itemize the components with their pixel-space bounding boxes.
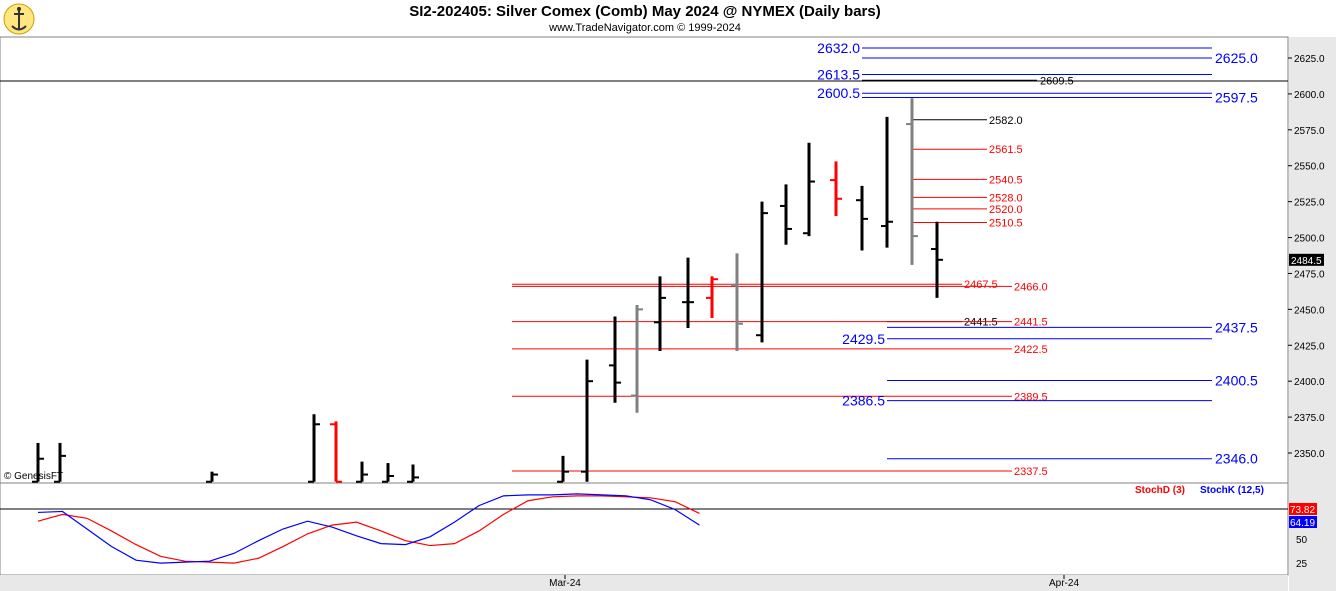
- price-level-label: 2600.5: [817, 85, 860, 101]
- price-level-label: 2597.5: [1215, 90, 1258, 106]
- price-level-label: 2441.5: [1014, 317, 1048, 329]
- stoch-last-value-tag: [1289, 516, 1317, 528]
- price-level-label: 2609.5: [1040, 75, 1074, 87]
- price-axis-tick-label: 2625.0: [1294, 54, 1325, 65]
- price-level-label: 2429.5: [842, 331, 885, 347]
- price-level-label: 2510.5: [989, 217, 1023, 229]
- stoch-last-value-label: 73.82: [1290, 505, 1315, 516]
- price-level-label: 2389.5: [1014, 391, 1048, 403]
- price-axis-tick-label: 2425.0: [1294, 341, 1325, 352]
- price-level-label: 2467.5: [964, 279, 998, 291]
- price-axis-tick-label: 2525.0: [1294, 198, 1325, 209]
- price-level-label: 2561.5: [989, 144, 1023, 156]
- chart-title: SI2-202405: Silver Comex (Comb) May 2024…: [409, 3, 881, 20]
- watermark-label: © GenesisFT: [4, 471, 63, 482]
- price-level-label: 2540.5: [989, 174, 1023, 186]
- price-level-label: 2337.5: [1014, 466, 1048, 478]
- price-level-label: 2437.5: [1215, 319, 1258, 335]
- tradenavigator-logo-icon: [3, 3, 35, 35]
- stochk-legend: StochK (12,5): [1200, 485, 1264, 496]
- price-level-label: 2625.0: [1215, 50, 1258, 66]
- last-price-tag: [1289, 253, 1324, 266]
- price-level-label: 2632.0: [817, 40, 860, 56]
- stoch-series-line: [37, 493, 700, 564]
- stoch-axis-tick-label: 50: [1296, 535, 1308, 546]
- stoch-series-line: [37, 495, 700, 564]
- price-level-label: 2400.5: [1215, 372, 1258, 388]
- price-axis-tick-label: 2550.0: [1294, 162, 1325, 173]
- time-axis-label: Mar-24: [549, 578, 581, 589]
- price-axis-tick-label: 2600.0: [1294, 90, 1325, 101]
- last-price-label: 2484.5: [1291, 256, 1322, 267]
- price-axis-tick-label: 2475.0: [1294, 269, 1325, 280]
- price-level-label: 2613.5: [817, 67, 860, 83]
- stochd-legend: StochD (3): [1135, 485, 1185, 496]
- chart-subtitle: www.TradeNavigator.com © 1999-2024: [549, 22, 741, 34]
- price-axis-tick-label: 2350.0: [1294, 449, 1325, 460]
- price-axis-tick-label: 2500.0: [1294, 234, 1325, 245]
- price-axis-tick-label: 2575.0: [1294, 126, 1325, 137]
- stoch-axis-tick-label: 25: [1296, 559, 1308, 570]
- price-level-label: 2520.0: [989, 204, 1023, 216]
- price-axis-tick-label: 2400.0: [1294, 377, 1325, 388]
- right-axis-band: [1289, 37, 1336, 591]
- price-level-label: 2422.5: [1014, 344, 1048, 356]
- time-axis-band: [0, 575, 1288, 591]
- price-level-label: 2386.5: [842, 393, 885, 409]
- price-axis-tick-label: 2450.0: [1294, 305, 1325, 316]
- price-panel-frame: [0, 36, 1289, 484]
- price-level-label: 2582.0: [989, 115, 1023, 127]
- stoch-last-value-label: 64.19: [1290, 518, 1315, 529]
- price-level-label: 2441.5: [964, 317, 998, 329]
- stoch-last-value-tag: [1289, 503, 1317, 515]
- price-axis-tick-label: 2375.0: [1294, 413, 1325, 424]
- time-axis-label: Apr-24: [1049, 578, 1079, 589]
- price-level-label: 2346.0: [1215, 451, 1258, 467]
- price-level-label: 2528.0: [989, 192, 1023, 204]
- price-level-label: 2466.0: [1014, 281, 1048, 293]
